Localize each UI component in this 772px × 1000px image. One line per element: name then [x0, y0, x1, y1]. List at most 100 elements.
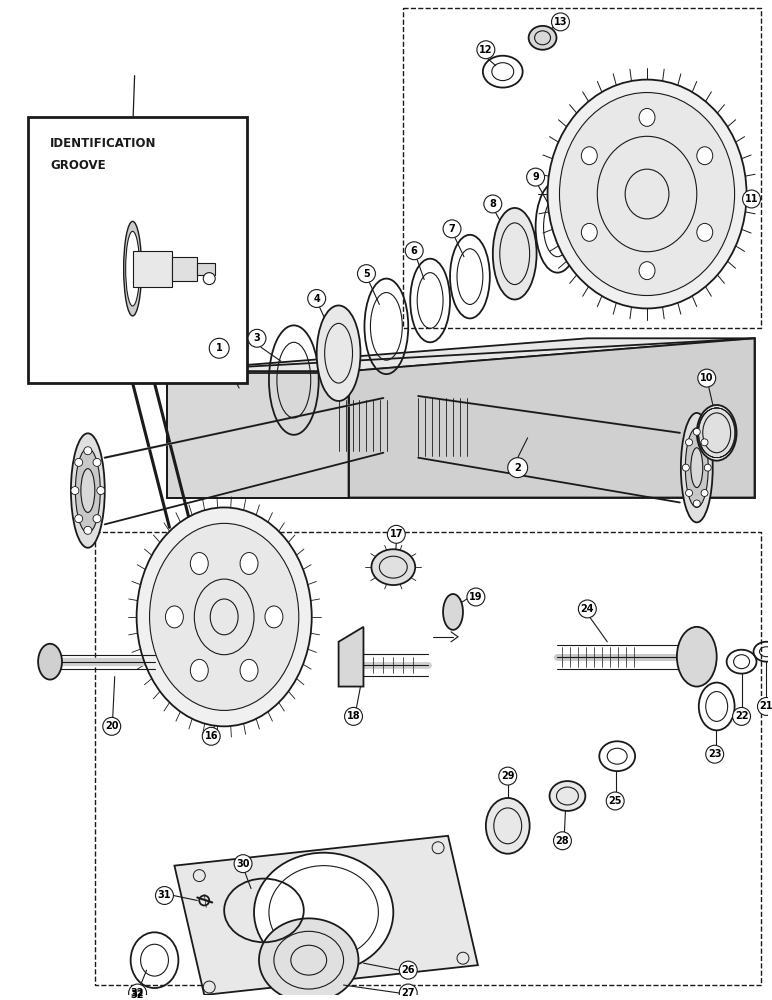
Ellipse shape — [697, 223, 713, 241]
Circle shape — [103, 717, 120, 735]
Ellipse shape — [547, 80, 747, 308]
Ellipse shape — [265, 606, 283, 628]
Text: 32: 32 — [130, 990, 144, 1000]
Circle shape — [405, 242, 423, 260]
Circle shape — [209, 338, 229, 358]
Ellipse shape — [486, 798, 530, 854]
Circle shape — [203, 273, 215, 285]
Ellipse shape — [639, 262, 655, 280]
Circle shape — [698, 369, 716, 387]
Circle shape — [686, 439, 692, 446]
Ellipse shape — [677, 627, 716, 687]
Circle shape — [743, 190, 760, 208]
Bar — [198, 263, 215, 275]
Circle shape — [96, 487, 105, 495]
Ellipse shape — [259, 918, 358, 1000]
Circle shape — [578, 600, 596, 618]
Text: 17: 17 — [390, 529, 403, 539]
Circle shape — [75, 515, 83, 523]
Text: 5: 5 — [363, 269, 370, 279]
Ellipse shape — [550, 781, 585, 811]
Text: 25: 25 — [608, 796, 622, 806]
Circle shape — [443, 220, 461, 238]
Ellipse shape — [240, 659, 258, 681]
Circle shape — [701, 439, 708, 446]
Text: 32: 32 — [130, 988, 144, 998]
Circle shape — [71, 487, 79, 495]
Ellipse shape — [560, 93, 735, 296]
Circle shape — [202, 727, 220, 745]
Circle shape — [693, 428, 700, 435]
Ellipse shape — [150, 523, 299, 710]
Text: 24: 24 — [581, 604, 594, 614]
Polygon shape — [348, 338, 754, 497]
Ellipse shape — [697, 147, 713, 165]
Text: 3: 3 — [254, 333, 260, 343]
Ellipse shape — [443, 594, 463, 630]
Circle shape — [388, 525, 405, 543]
Text: 18: 18 — [347, 711, 361, 721]
Text: IDENTIFICATION: IDENTIFICATION — [50, 137, 157, 150]
Ellipse shape — [371, 549, 415, 585]
Circle shape — [357, 265, 375, 283]
Ellipse shape — [529, 26, 557, 50]
Circle shape — [527, 168, 544, 186]
Ellipse shape — [581, 223, 598, 241]
Polygon shape — [168, 338, 754, 371]
Text: 19: 19 — [469, 592, 482, 602]
Circle shape — [93, 458, 101, 466]
Ellipse shape — [254, 853, 393, 972]
Text: 9: 9 — [532, 172, 539, 182]
Text: 26: 26 — [401, 965, 415, 975]
Circle shape — [706, 745, 723, 763]
Ellipse shape — [317, 305, 361, 401]
Circle shape — [234, 855, 252, 873]
Circle shape — [477, 41, 495, 59]
Circle shape — [686, 489, 692, 496]
Ellipse shape — [81, 469, 95, 512]
Circle shape — [701, 489, 708, 496]
Ellipse shape — [191, 553, 208, 574]
Text: 7: 7 — [449, 224, 455, 234]
Text: GROOVE: GROOVE — [50, 159, 106, 172]
Circle shape — [84, 447, 92, 455]
Ellipse shape — [71, 433, 105, 548]
Ellipse shape — [137, 507, 312, 726]
Text: 4: 4 — [313, 294, 320, 304]
Text: 23: 23 — [708, 749, 722, 759]
Circle shape — [308, 290, 326, 307]
Circle shape — [682, 464, 689, 471]
Circle shape — [467, 588, 485, 606]
Text: 31: 31 — [157, 890, 171, 900]
Ellipse shape — [126, 231, 140, 306]
Text: 11: 11 — [745, 194, 758, 204]
Text: 30: 30 — [236, 859, 250, 869]
Bar — [133, 251, 172, 287]
Circle shape — [155, 887, 174, 904]
Circle shape — [344, 707, 363, 725]
Ellipse shape — [493, 208, 537, 299]
Ellipse shape — [191, 659, 208, 681]
Ellipse shape — [240, 553, 258, 574]
Bar — [172, 257, 198, 281]
Circle shape — [554, 832, 571, 850]
Text: 21: 21 — [760, 701, 772, 711]
Ellipse shape — [165, 606, 184, 628]
Text: 13: 13 — [554, 17, 567, 27]
Text: 6: 6 — [411, 246, 418, 256]
Circle shape — [129, 986, 147, 1000]
Ellipse shape — [691, 448, 703, 488]
Circle shape — [75, 458, 83, 466]
Circle shape — [129, 984, 147, 1000]
Circle shape — [693, 500, 700, 507]
Ellipse shape — [76, 448, 100, 533]
Text: 22: 22 — [735, 711, 748, 721]
Circle shape — [484, 195, 502, 213]
Circle shape — [399, 984, 417, 1000]
Polygon shape — [168, 373, 348, 497]
Circle shape — [399, 961, 417, 979]
Text: 27: 27 — [401, 988, 415, 998]
Circle shape — [551, 13, 570, 31]
Polygon shape — [174, 836, 478, 995]
Circle shape — [84, 526, 92, 534]
